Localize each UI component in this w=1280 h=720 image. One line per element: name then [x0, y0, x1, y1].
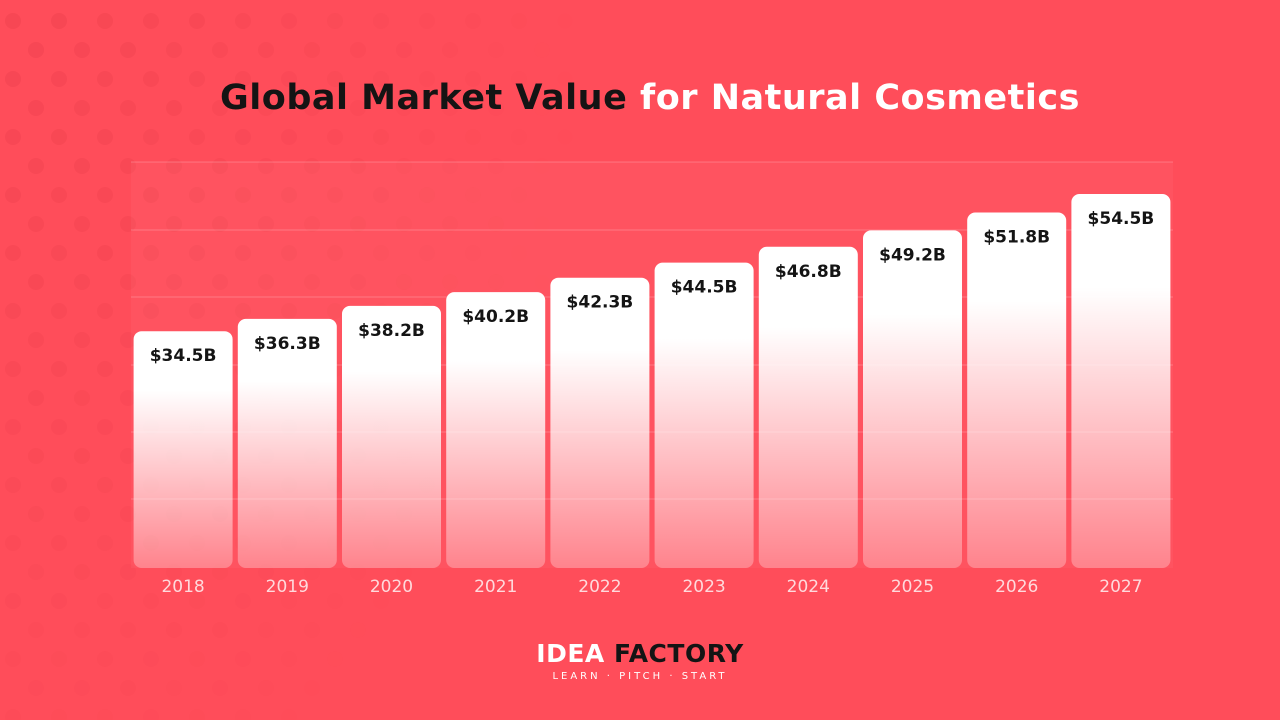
background-dot [120, 680, 136, 696]
bar-chart: $34.5B $36.3B $38.2B $40.2B $42.3B $44.5B $46.… [131, 161, 1173, 597]
bar-2022 [550, 277, 650, 568]
value-label-2020: $38.2B [358, 321, 425, 341]
x-tick-2023: 2023 [682, 577, 725, 597]
background-dot [235, 709, 251, 720]
x-tick-2024: 2024 [787, 577, 830, 597]
background-dot [258, 622, 274, 638]
value-label-2026: $51.8B [983, 228, 1050, 248]
bar-2026 [967, 212, 1067, 568]
background-dot [97, 709, 113, 720]
x-tick-2026: 2026 [995, 577, 1038, 597]
background-dot [28, 680, 44, 696]
bars [133, 194, 1171, 569]
background-dot [212, 680, 228, 696]
background-dot [28, 622, 44, 638]
value-label-2022: $42.3B [567, 293, 634, 313]
x-tick-labels: 2018 2019 2020 2021 2022 2023 2024 2025 2026 2027 [161, 577, 1142, 597]
background-dot [212, 622, 228, 638]
bar-2021 [446, 292, 546, 568]
x-tick-2020: 2020 [370, 577, 413, 597]
background-dot [74, 622, 90, 638]
bar-2023 [654, 262, 754, 568]
background-dot [189, 709, 205, 720]
bar-2024 [758, 246, 858, 569]
background-dot [5, 709, 21, 720]
background-dot [350, 622, 366, 638]
background-dot [304, 622, 320, 638]
value-label-2021: $40.2B [462, 307, 529, 327]
background-dot [51, 709, 67, 720]
x-tick-2022: 2022 [578, 577, 621, 597]
value-label-2023: $44.5B [671, 278, 738, 298]
background-dot [120, 622, 136, 638]
background-dot [281, 709, 297, 720]
x-tick-2025: 2025 [891, 577, 934, 597]
bar-2018 [133, 331, 233, 568]
brand-word-idea: IDEA [536, 639, 605, 668]
bar-2027 [1071, 194, 1171, 568]
value-label-2018: $34.5B [150, 346, 217, 366]
chart-title-part-light: for Natural Cosmetics [640, 78, 1080, 118]
background-dot [304, 680, 320, 696]
brand-word-factory: FACTORY [614, 639, 744, 668]
value-labels: $34.5B $36.3B $38.2B $40.2B $42.3B $44.5B $46.… [150, 209, 1155, 366]
bar-2025 [863, 230, 962, 568]
background-dot [143, 709, 159, 720]
chart-title-part-dark: Global Market Value [220, 78, 628, 118]
background-dot [258, 680, 274, 696]
x-tick-2027: 2027 [1099, 577, 1142, 597]
value-label-2027: $54.5B [1088, 209, 1155, 229]
brand-logo: IDEA FACTORY [0, 639, 1280, 668]
x-tick-2018: 2018 [161, 577, 204, 597]
x-tick-2021: 2021 [474, 577, 517, 597]
bar-2020 [342, 305, 441, 568]
value-label-2024: $46.8B [775, 262, 842, 282]
value-label-2025: $49.2B [879, 245, 946, 265]
chart-title: Global Market Value for Natural Cosmetic… [0, 78, 1280, 118]
background-dot [166, 622, 182, 638]
brand-tagline: LEARN · PITCH · START [552, 671, 728, 682]
background-dot [74, 680, 90, 696]
bar-2019 [237, 318, 337, 568]
x-tick-2019: 2019 [266, 577, 309, 597]
background-dot [166, 680, 182, 696]
value-label-2019: $36.3B [254, 334, 321, 354]
